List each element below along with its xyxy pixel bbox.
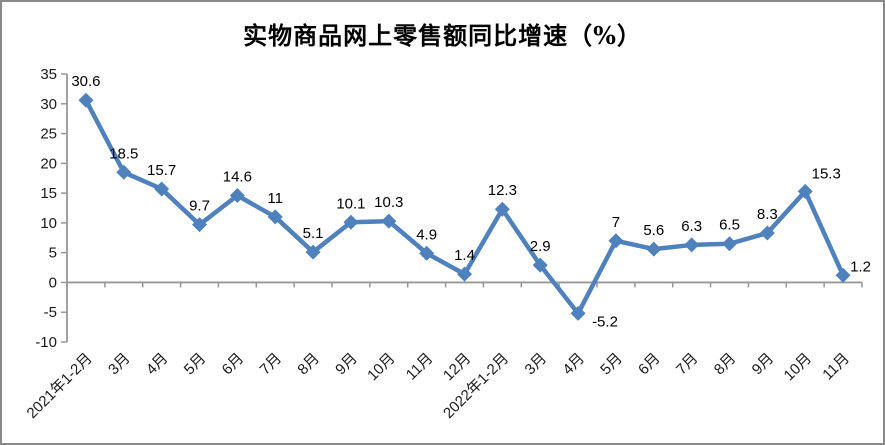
x-category-label: 3月 (522, 350, 551, 379)
x-category-label: 4月 (559, 350, 588, 379)
x-category-label: 11月 (819, 350, 853, 384)
y-tick-label: 30 (40, 96, 57, 113)
data-label: 8.3 (757, 206, 778, 223)
data-label: 4.9 (416, 226, 437, 243)
x-category-label: 9月 (332, 350, 361, 379)
data-point (78, 92, 94, 108)
data-label: 6.3 (681, 218, 702, 235)
y-tick-label: 5 (49, 245, 57, 262)
x-category-label: 7月 (673, 350, 702, 379)
data-point (192, 217, 207, 233)
y-tick-label: -10 (35, 334, 57, 351)
data-label: 15.3 (812, 165, 841, 182)
data-point (457, 266, 472, 282)
data-label: 5.1 (303, 225, 324, 242)
data-label: 1.4 (454, 247, 475, 264)
data-point (608, 233, 624, 249)
data-label: 2.9 (530, 238, 551, 255)
x-category-label: 3月 (105, 350, 134, 379)
data-point (722, 236, 737, 252)
x-category-label: 11月 (403, 350, 437, 384)
data-label: 1.2 (850, 258, 871, 275)
data-point (267, 209, 283, 225)
data-point (305, 244, 321, 260)
data-label: 5.6 (643, 222, 664, 239)
x-category-label: 8月 (711, 350, 740, 379)
x-category-label: 8月 (294, 350, 323, 379)
y-tick-label: 10 (40, 215, 57, 232)
data-label: 10.1 (336, 195, 365, 212)
data-label: 30.6 (71, 73, 100, 90)
data-label: 10.3 (374, 194, 403, 211)
x-category-label: 5月 (181, 350, 210, 379)
data-label: 18.5 (109, 145, 138, 162)
data-point (835, 267, 851, 283)
data-label: 15.7 (147, 162, 176, 179)
x-category-label: 10月 (364, 350, 398, 384)
data-point (154, 181, 170, 197)
y-tick-label: 35 (40, 66, 57, 83)
y-tick-label: 20 (40, 155, 57, 172)
x-category-label: 12月 (440, 350, 474, 384)
data-point (797, 183, 813, 199)
x-category-label: 6月 (635, 350, 664, 379)
data-point (646, 241, 662, 257)
data-point (570, 305, 586, 321)
data-label: -5.2 (592, 313, 618, 330)
y-tick-label: 15 (40, 185, 57, 202)
data-label: 12.3 (488, 182, 517, 199)
y-tick-label: -5 (44, 304, 57, 321)
data-point (494, 201, 510, 217)
data-label: 6.5 (719, 217, 740, 234)
x-category-label: 4月 (143, 350, 172, 379)
data-label: 14.6 (223, 168, 252, 185)
data-label: 7 (612, 214, 620, 231)
data-point (116, 164, 132, 180)
x-category-label: 5月 (597, 350, 626, 379)
data-label: 11 (267, 190, 283, 207)
data-point (229, 187, 245, 203)
y-tick-label: 25 (40, 126, 57, 143)
x-category-label: 2021年1-2月 (24, 350, 96, 422)
x-category-label: 7月 (257, 350, 286, 379)
data-point (419, 245, 435, 261)
x-category-label: 9月 (749, 350, 778, 379)
data-point (343, 214, 359, 230)
x-category-label: 6月 (219, 350, 248, 379)
data-label: 9.7 (189, 198, 210, 215)
chart-title: 实物商品网上零售额同比增速（%） (243, 21, 642, 50)
data-point (759, 225, 775, 241)
data-point (381, 213, 397, 229)
x-category-label: 10月 (781, 350, 815, 384)
data-point (532, 257, 548, 273)
y-tick-label: 0 (49, 274, 57, 291)
data-point (684, 237, 700, 253)
